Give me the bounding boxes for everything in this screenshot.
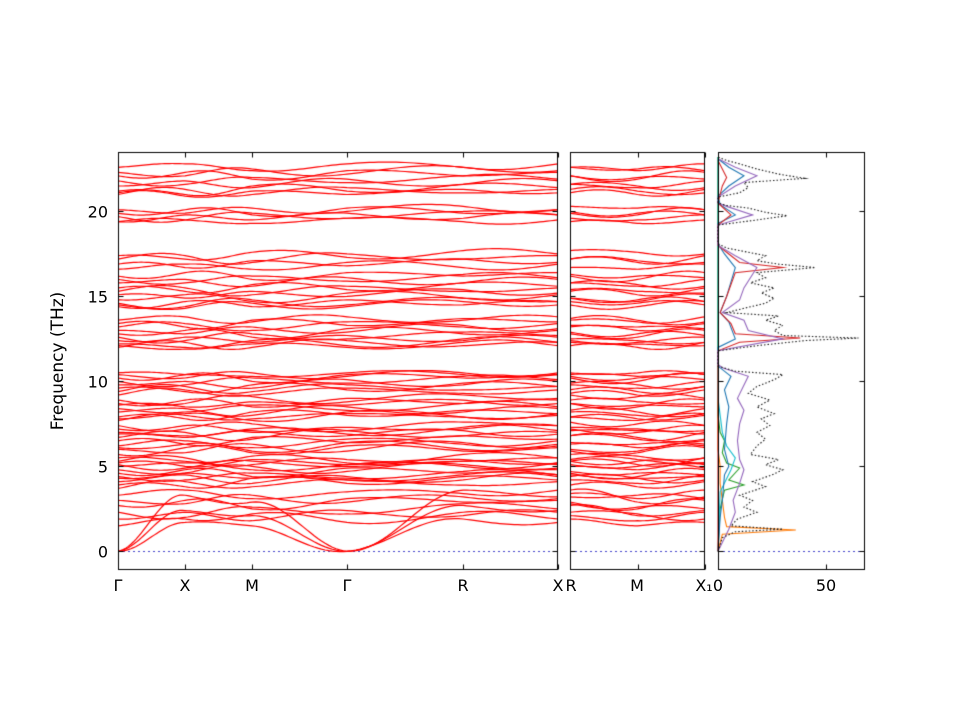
x-tick-label-m-panel2: M bbox=[630, 576, 644, 595]
x-tick-label-m: M bbox=[245, 576, 259, 595]
x-tick-label-gamma2: Γ bbox=[342, 576, 352, 595]
x-tick-label-x2: X bbox=[552, 576, 564, 595]
y-tick-label: 5 bbox=[97, 457, 108, 477]
x-tick-label-gamma: Γ bbox=[113, 576, 123, 595]
y-tick-label: 10 bbox=[87, 372, 108, 392]
y-axis-label: Frequency (THz) bbox=[48, 291, 68, 431]
x-tick-label-x1-panel2: X₁ bbox=[695, 576, 713, 595]
x-tick-label-r: R bbox=[457, 576, 469, 595]
y-tick-label: 15 bbox=[87, 287, 108, 307]
y-tick-label: 20 bbox=[87, 202, 108, 222]
x-tick-label-x: X bbox=[179, 576, 191, 595]
y-tick-label: 0 bbox=[97, 542, 108, 562]
dos-x-tick-label-50: 50 bbox=[815, 576, 837, 595]
x-tick-label-r-panel2: R bbox=[565, 576, 577, 595]
dos-x-tick-label-0: 0 bbox=[712, 576, 724, 595]
